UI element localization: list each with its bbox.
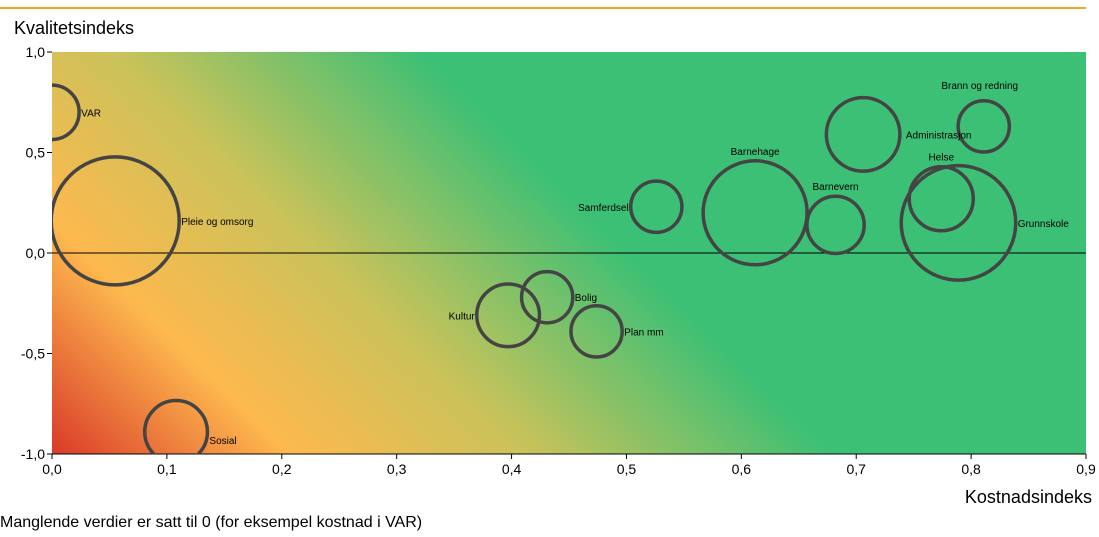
- bubble-label-grunnskole: Grunnskole: [1018, 219, 1070, 230]
- x-axis-title: Kostnadsindeks: [965, 487, 1092, 507]
- x-tick-label: 0,0: [42, 461, 62, 477]
- bubble-label-sosial: Sosial: [209, 436, 236, 447]
- x-tick-label: 0,8: [961, 461, 981, 477]
- y-tick-label: 0,5: [26, 145, 46, 161]
- footnote: Manglende verdier er satt til 0 (for eks…: [0, 514, 422, 531]
- y-axis-title: Kvalitetsindeks: [14, 18, 134, 38]
- bubble-pleie-og-omsorg: [52, 155, 181, 287]
- bubble-label-administrasjon: Administrasjon: [906, 130, 972, 141]
- x-tick-label: 0,6: [732, 461, 752, 477]
- bubble-label-pleie-og-omsorg: Pleie og omsorg: [181, 217, 253, 228]
- x-tick-label: 0,2: [272, 461, 292, 477]
- bubble-label-brann-og-redning: Brann og redning: [941, 81, 1018, 92]
- bubble-label-var: VAR: [81, 108, 101, 119]
- bubble-barnevern: [805, 194, 866, 256]
- y-axis-ticks: -1,0 -0,5 0,0 0,5 1,0: [21, 44, 52, 462]
- bubble-label-barnehage: Barnehage: [731, 147, 780, 158]
- y-tick-label: -1,0: [21, 446, 45, 462]
- bubble-label-barnevern: Barnevern: [812, 182, 858, 193]
- bubble-kultur: [475, 282, 542, 349]
- x-tick-label: 0,3: [387, 461, 407, 477]
- bubble-var: [52, 83, 81, 142]
- y-tick-label: 0,0: [26, 245, 46, 261]
- bubble-bolig: [519, 269, 575, 325]
- bubble-label-plan-mm: Plan mm: [624, 327, 663, 338]
- bubble-samferdsel: [628, 179, 684, 235]
- bubble-label-helse: Helse: [928, 153, 954, 164]
- bubble-sosial: [142, 398, 210, 454]
- bubbles: [52, 83, 1018, 454]
- bubble-barnehage: [701, 159, 809, 267]
- x-tick-label: 0,1: [157, 461, 177, 477]
- x-tick-label: 0,7: [846, 461, 866, 477]
- x-tick-label: 0,9: [1076, 461, 1096, 477]
- bubble-brann-og-redning: [956, 99, 1012, 154]
- x-tick-label: 0,5: [617, 461, 637, 477]
- bubble-labels: VAR Pleie og omsorg Sosial Kultur Bolig Plan …: [81, 81, 1069, 447]
- bubble-label-bolig: Bolig: [575, 293, 597, 304]
- bubble-label-kultur: Kultur: [449, 311, 476, 322]
- x-tick-label: 0,4: [502, 461, 522, 477]
- bubble-label-samferdsel: Samferdsel: [578, 203, 629, 214]
- bubble-grunnskole: [899, 163, 1018, 282]
- bubble-plan-mm: [569, 304, 624, 359]
- x-axis-ticks: 0,0 0,1 0,2 0,3 0,4 0,5 0,6 0,7 0,8 0,9: [42, 453, 1096, 477]
- bubble-administrasjon: [824, 95, 902, 173]
- y-tick-label: 1,0: [26, 44, 46, 60]
- y-tick-label: -0,5: [21, 346, 45, 362]
